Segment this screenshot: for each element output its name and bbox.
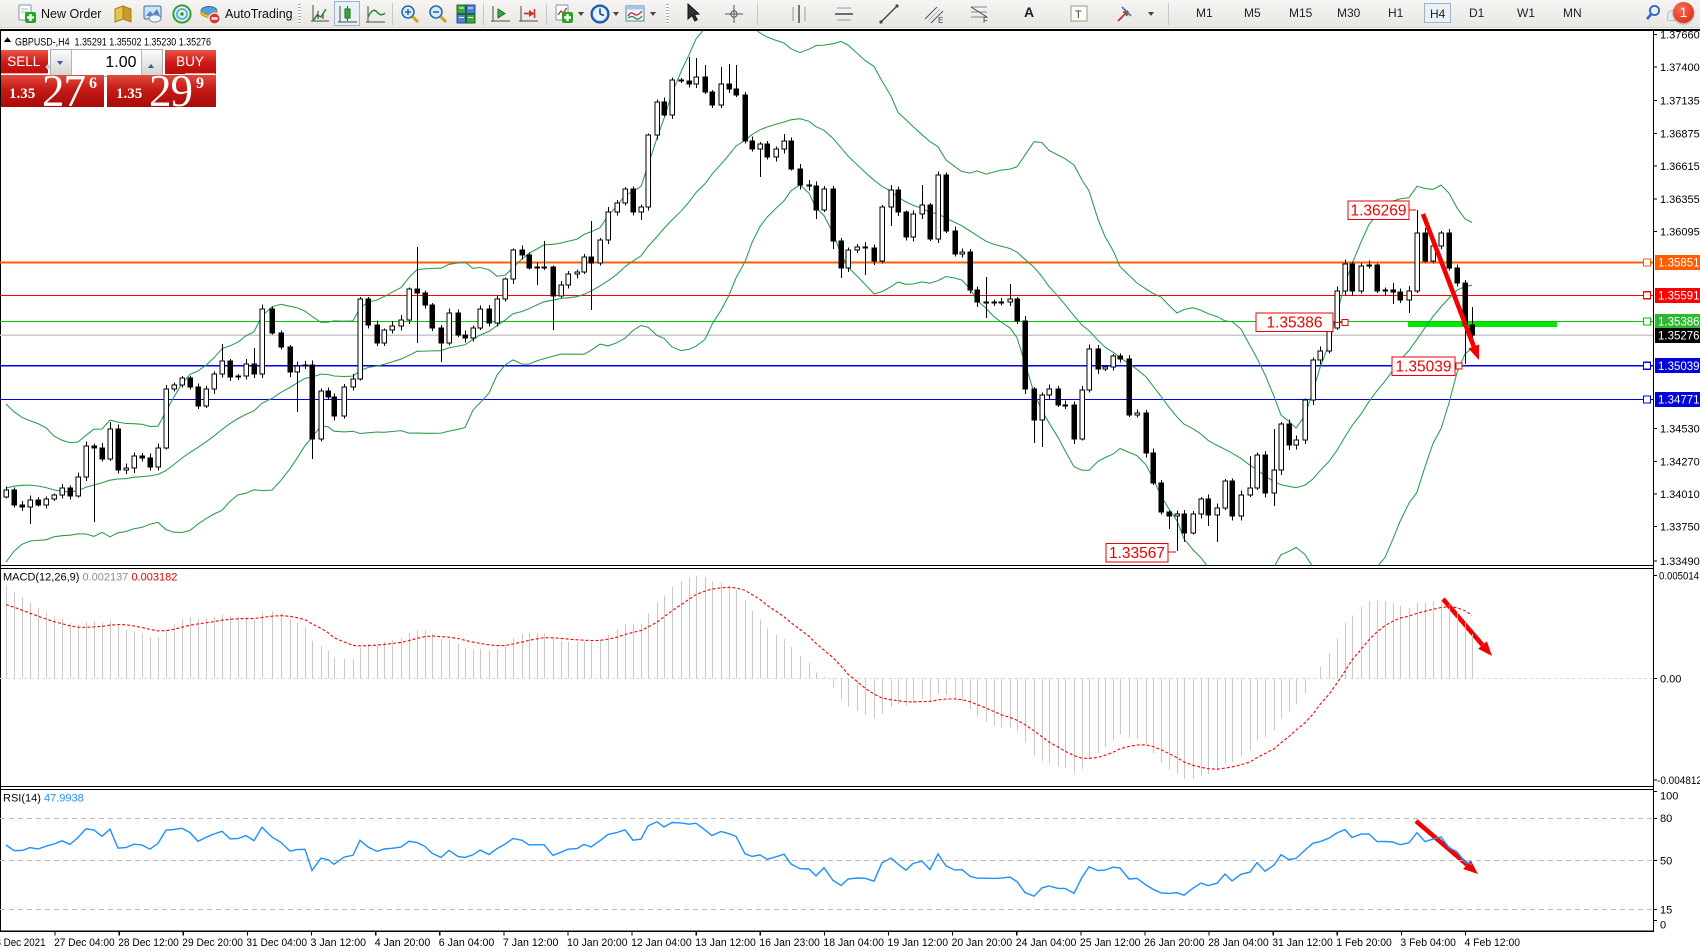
svg-text:31 Jan 12:00: 31 Jan 12:00: [1272, 937, 1333, 949]
svg-text:-0.004812: -0.004812: [1657, 775, 1700, 787]
svg-text:T: T: [1075, 9, 1082, 21]
svg-text:18 Jan 04:00: 18 Jan 04:00: [823, 937, 884, 949]
svg-text:3 Feb 04:00: 3 Feb 04:00: [1400, 937, 1456, 949]
svg-text:13 Jan 12:00: 13 Jan 12:00: [695, 937, 756, 949]
svg-text:6 Jan 04:00: 6 Jan 04:00: [439, 937, 495, 949]
svg-text:1.35591: 1.35591: [1658, 291, 1700, 303]
svg-text:F: F: [983, 16, 988, 25]
svg-text:25 Jan 12:00: 25 Jan 12:00: [1080, 937, 1141, 949]
svg-text:1.36615: 1.36615: [1660, 161, 1700, 173]
svg-text:0.005014: 0.005014: [1659, 571, 1699, 583]
svg-text:GBPUSD-,H4 1.35291 1.35502 1.: GBPUSD-,H4 1.35291 1.35502 1.35230 1.352…: [15, 37, 211, 49]
svg-text:1.36875: 1.36875: [1660, 128, 1700, 140]
svg-text:1.36355: 1.36355: [1660, 194, 1700, 206]
svg-text:16 Jan 23:00: 16 Jan 23:00: [759, 937, 820, 949]
svg-text:28 Dec 12:00: 28 Dec 12:00: [118, 937, 179, 949]
svg-text:1.34530: 1.34530: [1660, 424, 1700, 436]
svg-text:7 Jan 12:00: 7 Jan 12:00: [503, 937, 559, 949]
svg-text:31 Dec 04:00: 31 Dec 04:00: [246, 937, 307, 949]
svg-text:20 Jan 20:00: 20 Jan 20:00: [952, 937, 1013, 949]
svg-text:MACD(12,26,9) 0.002137 0.00318: MACD(12,26,9) 0.002137 0.003182: [3, 572, 177, 584]
svg-text:1.37660: 1.37660: [1660, 30, 1700, 42]
svg-text:1.35039: 1.35039: [1658, 361, 1700, 373]
svg-text:24 Jan 04:00: 24 Jan 04:00: [1016, 937, 1077, 949]
svg-text:1.36269: 1.36269: [1350, 203, 1406, 220]
svg-text:26 Jan 20:00: 26 Jan 20:00: [1144, 937, 1205, 949]
svg-text:50: 50: [1660, 855, 1672, 867]
svg-text:19 Jan 12:00: 19 Jan 12:00: [888, 937, 949, 949]
svg-text:15: 15: [1660, 904, 1672, 916]
svg-text:1.35386: 1.35386: [1266, 315, 1322, 332]
svg-text:1.35276: 1.35276: [1658, 331, 1700, 343]
svg-text:28 Jan 04:00: 28 Jan 04:00: [1208, 937, 1269, 949]
svg-text:1.33750: 1.33750: [1660, 522, 1700, 534]
svg-text:1.33490: 1.33490: [1660, 556, 1700, 568]
svg-text:RSI(14) 47.9938: RSI(14) 47.9938: [3, 793, 84, 805]
svg-text:E: E: [938, 16, 943, 25]
svg-text:3 Jan 12:00: 3 Jan 12:00: [311, 937, 367, 949]
svg-text:1.35386: 1.35386: [1658, 317, 1700, 329]
svg-text:1.34270: 1.34270: [1660, 456, 1700, 468]
svg-text:1.37135: 1.37135: [1660, 96, 1700, 108]
svg-text:23 Dec 2021: 23 Dec 2021: [0, 937, 46, 949]
svg-text:1.36095: 1.36095: [1660, 227, 1700, 239]
svg-text:80: 80: [1660, 813, 1672, 825]
svg-text:29 Dec 20:00: 29 Dec 20:00: [182, 937, 243, 949]
svg-text:1.34010: 1.34010: [1660, 489, 1700, 501]
svg-text:0: 0: [1660, 919, 1666, 931]
svg-text:1.34771: 1.34771: [1658, 395, 1700, 407]
svg-text:1.35851: 1.35851: [1658, 258, 1700, 270]
svg-text:1 Feb 20:00: 1 Feb 20:00: [1336, 937, 1392, 949]
svg-text:4 Jan 20:00: 4 Jan 20:00: [375, 937, 431, 949]
svg-text:1.37400: 1.37400: [1660, 62, 1700, 74]
svg-text:12 Jan 04:00: 12 Jan 04:00: [631, 937, 692, 949]
svg-text:10 Jan 20:00: 10 Jan 20:00: [567, 937, 628, 949]
svg-text:100: 100: [1660, 790, 1678, 802]
svg-text:0.00: 0.00: [1660, 674, 1681, 686]
svg-text:1.35039: 1.35039: [1395, 359, 1451, 376]
svg-text:27 Dec 04:00: 27 Dec 04:00: [54, 937, 115, 949]
svg-text:1.33567: 1.33567: [1109, 545, 1165, 562]
svg-text:4 Feb 12:00: 4 Feb 12:00: [1465, 937, 1521, 949]
